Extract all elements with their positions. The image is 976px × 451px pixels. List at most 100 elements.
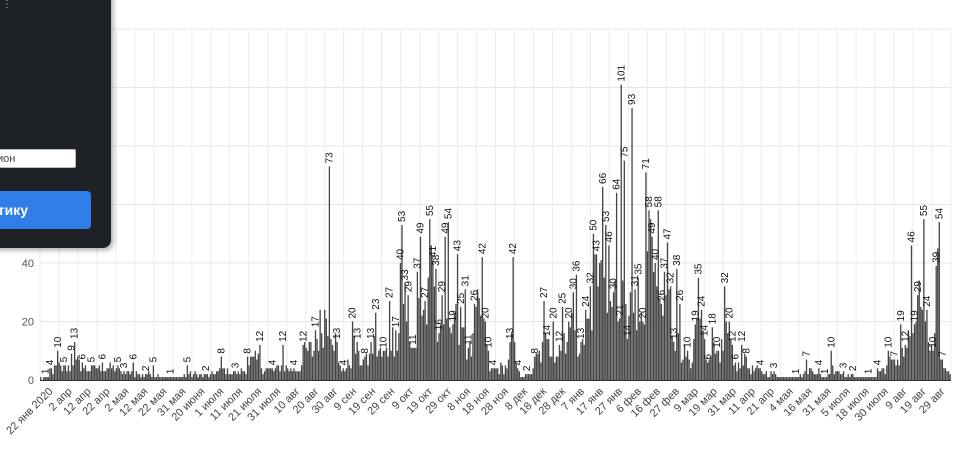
bar [906,347,908,380]
bar [741,344,743,380]
bar [202,377,204,380]
bar [578,353,581,380]
bar [472,333,474,380]
bar [629,292,632,380]
bar [524,374,527,380]
bar [100,371,102,380]
bar [409,341,411,380]
bar [350,368,352,380]
bar [126,371,128,380]
data-label: 26 [675,289,686,301]
bar [310,341,312,380]
bar [835,371,837,380]
bar [379,347,381,380]
region-input[interactable] [0,149,76,168]
bar [577,356,579,380]
bar [220,356,222,380]
bar [878,371,880,380]
bar [771,374,774,380]
bar [802,374,805,380]
data-label: 13 [332,327,343,339]
data-label: 40 [396,248,407,260]
bar [532,368,534,380]
bar [47,377,50,380]
data-label: 10 [379,336,390,348]
bar [637,277,639,381]
bar [166,377,168,380]
bar [889,356,891,380]
bar [66,371,68,380]
bar [433,286,436,380]
bar [663,271,666,380]
data-label: 55 [425,205,436,217]
bar [324,309,326,380]
bar [920,306,922,381]
data-label: 5 [59,356,70,362]
bar [254,350,256,380]
bar [884,374,886,380]
bar [900,324,902,380]
bar [314,330,317,380]
bar [892,359,894,380]
bar [930,344,933,380]
bar [455,303,457,380]
bar [382,350,385,380]
bar [219,368,221,380]
bar [188,374,190,380]
data-label: 23 [371,298,382,310]
bar [592,233,595,380]
bar [842,371,845,380]
bar [537,353,539,380]
bar [319,309,321,380]
bar [501,365,503,381]
bar [328,166,331,380]
menu-dots-icon[interactable]: ⋮ [2,0,12,10]
bar [476,289,479,380]
bar [351,321,354,380]
bar [291,371,293,380]
bar [714,353,717,380]
bar [271,368,273,380]
bar [282,344,284,380]
show-statistics-button[interactable]: стику [0,191,91,229]
bar [112,365,114,381]
bar [146,374,148,380]
data-label: 58 [644,196,655,208]
data-label: 19 [690,310,701,322]
data-label: 14 [542,324,553,336]
bar [365,353,368,380]
bar [795,377,797,380]
bar [280,365,283,381]
data-label: 9 [67,345,78,351]
bar [453,312,456,380]
bar [248,365,250,381]
data-label: 43 [453,240,464,252]
bar [483,318,485,380]
data-label: 8 [216,348,227,354]
bar [283,371,286,380]
bar [853,377,856,380]
bar [605,224,607,380]
data-label: 71 [641,158,652,170]
bar [830,350,832,380]
bar [104,371,107,380]
bar [611,306,613,381]
bar [52,374,54,380]
bar [801,377,803,380]
data-label: 12 [737,330,748,342]
bar [934,333,936,380]
bar [622,280,624,380]
bar [175,377,178,380]
bar [180,377,182,380]
bar [512,257,514,380]
bar [890,359,893,380]
bar [67,365,70,381]
bar [251,356,253,380]
data-label: 2 [848,365,859,371]
bar [459,306,462,381]
bar [287,368,289,380]
bar [859,377,862,380]
data-label: 16 [434,319,445,331]
data-label: 5 [113,356,124,362]
data-label: 20 [564,307,575,319]
